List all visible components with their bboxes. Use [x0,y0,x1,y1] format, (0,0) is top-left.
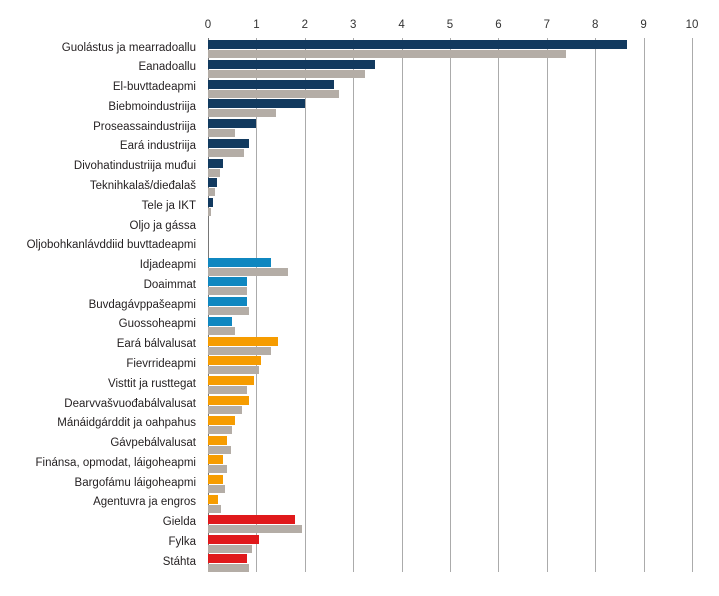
category-label: Gávpebálvalusat [110,437,196,450]
category-label: Buvdagávppašeapmi [88,298,196,311]
category-label: Fievrrideapmi [126,357,196,370]
comparison-bar [208,208,211,217]
comparison-bar [208,425,233,434]
x-axis-tick-label: 5 [446,19,454,31]
category-label: Stáhta [162,555,196,568]
comparison-bar [208,148,245,157]
x-axis-tick-label: 6 [495,19,502,31]
category-label: Teknihkalaš/dieđalaš [89,179,196,192]
value-bar [208,257,271,267]
value-bar [208,534,259,544]
value-bar [208,435,228,445]
x-axis-tick-label: 8 [591,19,599,31]
value-bar [208,158,223,168]
value-bar [208,455,223,465]
comparison-bar [208,109,276,118]
x-axis-tick-label: 4 [398,19,405,31]
comparison-bar [208,524,303,533]
value-bar [208,99,305,109]
gridline [546,38,548,572]
value-bar [208,336,279,346]
category-label: Eanadoallu [138,61,196,74]
gridline [256,38,258,572]
comparison-bar [208,307,250,316]
comparison-bar [208,346,271,355]
gridline [401,38,403,572]
category-label: Tele ja IKT [141,199,196,212]
gridline [353,38,355,572]
comparison-bar [208,129,235,138]
category-label: Proseassaindustriija [93,120,196,133]
gridline [692,38,693,572]
value-bar [208,79,334,89]
x-axis-tick-label: 9 [640,19,647,31]
category-label: Eará industriija [119,140,196,153]
category-label: Divohatindustriija muđui [73,160,196,173]
value-bar [208,297,247,307]
category-label: Biebmoindustriija [108,100,196,113]
category-label: Agentuvra ja engros [93,496,196,509]
category-label: Idjadeapmi [139,259,196,272]
category-label: Finánsa, opmodat, láigoheapmi [35,456,196,469]
category-label: El-buvttadeapmi [112,81,196,94]
category-label: Doaimmat [143,278,196,291]
gridline [450,38,451,572]
gridline [595,38,597,572]
value-bar [208,514,296,524]
x-axis-tick-label: 1 [253,19,260,31]
gridline [304,38,306,572]
comparison-bar [208,465,228,474]
category-label: Guossoheapmi [118,318,196,331]
value-bar [208,119,257,129]
value-bar [208,415,235,425]
value-bar [208,376,254,386]
category-label: Oljobohkanlávddiid buvttadeapmi [26,239,196,252]
comparison-bar [208,564,250,573]
category-label: Visttit ja rusttegat [108,377,196,390]
value-bar [208,356,262,366]
value-bar [208,475,223,485]
value-bar [208,316,233,326]
x-axis-tick-label: 2 [301,19,308,31]
x-axis-tick-label: 0 [204,19,212,31]
category-label: Guolástus ja mearradoallu [61,41,196,54]
gridline [498,38,500,572]
comparison-bar [208,168,221,177]
value-bar [208,277,247,287]
comparison-bar [208,267,288,276]
category-label: Dearvvašvuođabálvalusat [64,397,196,410]
category-label: Mánáidgárddit ja oahpahus [57,417,196,430]
value-bar [208,178,217,188]
value-bar [208,198,213,208]
value-bar [208,40,627,49]
category-label: Eará bálvalusat [116,338,196,351]
category-label: Bargofámu láigoheapmi [74,476,196,489]
value-bar [208,554,247,564]
x-axis-tick-label: 7 [543,19,550,31]
comparison-bar [208,287,247,296]
comparison-bar [208,69,366,78]
comparison-bar [208,544,252,553]
comparison-bar [208,485,225,494]
comparison-bar [208,188,216,197]
comparison-bar [208,366,259,375]
comparison-bar [208,326,235,335]
value-bar [208,494,218,504]
comparison-bar [208,445,231,454]
category-label: Fylka [168,536,196,548]
value-bar [208,59,375,69]
gridline [643,38,645,572]
value-bar [208,396,250,406]
comparison-bar [208,386,247,395]
value-bar [208,138,250,148]
comparison-bar [208,50,567,58]
category-label: Gielda [162,516,196,529]
comparison-bar [208,89,339,98]
comparison-bar [208,504,222,513]
category-label: Oljo ja gássa [129,219,196,232]
comparison-bar [208,406,242,415]
x-axis-tick-label: 3 [349,19,357,31]
x-axis-tick-label: 10 [685,19,699,31]
